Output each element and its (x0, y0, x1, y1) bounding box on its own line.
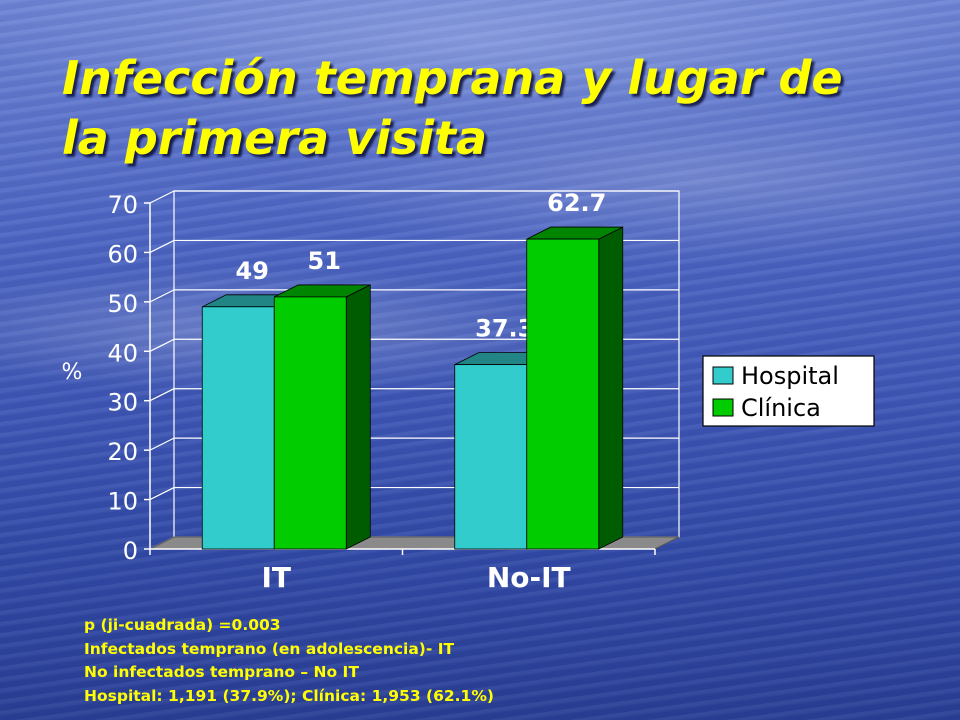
data-label: 37.3 (475, 315, 534, 343)
y-axis-label: % (62, 360, 83, 385)
legend-label: Clínica (741, 394, 821, 422)
gridline-depth (149, 190, 175, 204)
y-tick-label: 0 (123, 537, 138, 565)
data-label: 62.7 (547, 189, 606, 217)
bar-clínica-it (273, 296, 347, 550)
title-line-1: Infección temprana y lugar de (62, 51, 843, 105)
x-tick-label: IT (261, 561, 291, 594)
bar-side (598, 226, 624, 550)
bar-clínica-no-it (526, 238, 600, 550)
y-tick-label: 20 (107, 438, 138, 466)
legend-label: Hospital (741, 362, 839, 390)
y-tick-label: 60 (107, 240, 138, 268)
gridline-depth (149, 239, 175, 253)
legend-swatch-clínica (712, 398, 734, 417)
y-tick-label: 40 (107, 339, 138, 367)
x-tick-label: No-IT (487, 561, 571, 594)
gridline-depth (149, 437, 175, 451)
gridline-depth (149, 487, 175, 501)
note-totals: Hospital: 1,191 (37.9%); Clínica: 1,953 … (84, 686, 494, 705)
y-tick-label: 50 (107, 290, 138, 318)
note-no-it-definition: No infectados temprano – No IT (84, 663, 359, 681)
data-label: 49 (236, 257, 269, 285)
slide-title: Infección temprana y lugar de la primera… (62, 48, 922, 168)
bar-hospital-no-it (454, 364, 528, 550)
gridline-depth (149, 388, 175, 402)
y-tick-label: 30 (107, 389, 138, 417)
bar-side (345, 284, 371, 550)
bar-hospital-it (201, 306, 275, 550)
gridline-depth (149, 338, 175, 352)
data-label: 51 (308, 247, 341, 275)
chart-notes: p (ji-cuadrada) =0.003 Infectados tempra… (84, 614, 944, 708)
gridline-depth (149, 289, 175, 303)
title-line-2: la primera visita (62, 111, 488, 165)
legend-swatch-hospital (712, 366, 734, 385)
y-tick-label: 70 (107, 191, 138, 219)
y-tick-label: 10 (107, 488, 138, 516)
note-it-definition: Infectados temprano (en adolescencia)- I… (84, 639, 455, 658)
note-p-value: p (ji-cuadrada) =0.003 (84, 616, 281, 634)
